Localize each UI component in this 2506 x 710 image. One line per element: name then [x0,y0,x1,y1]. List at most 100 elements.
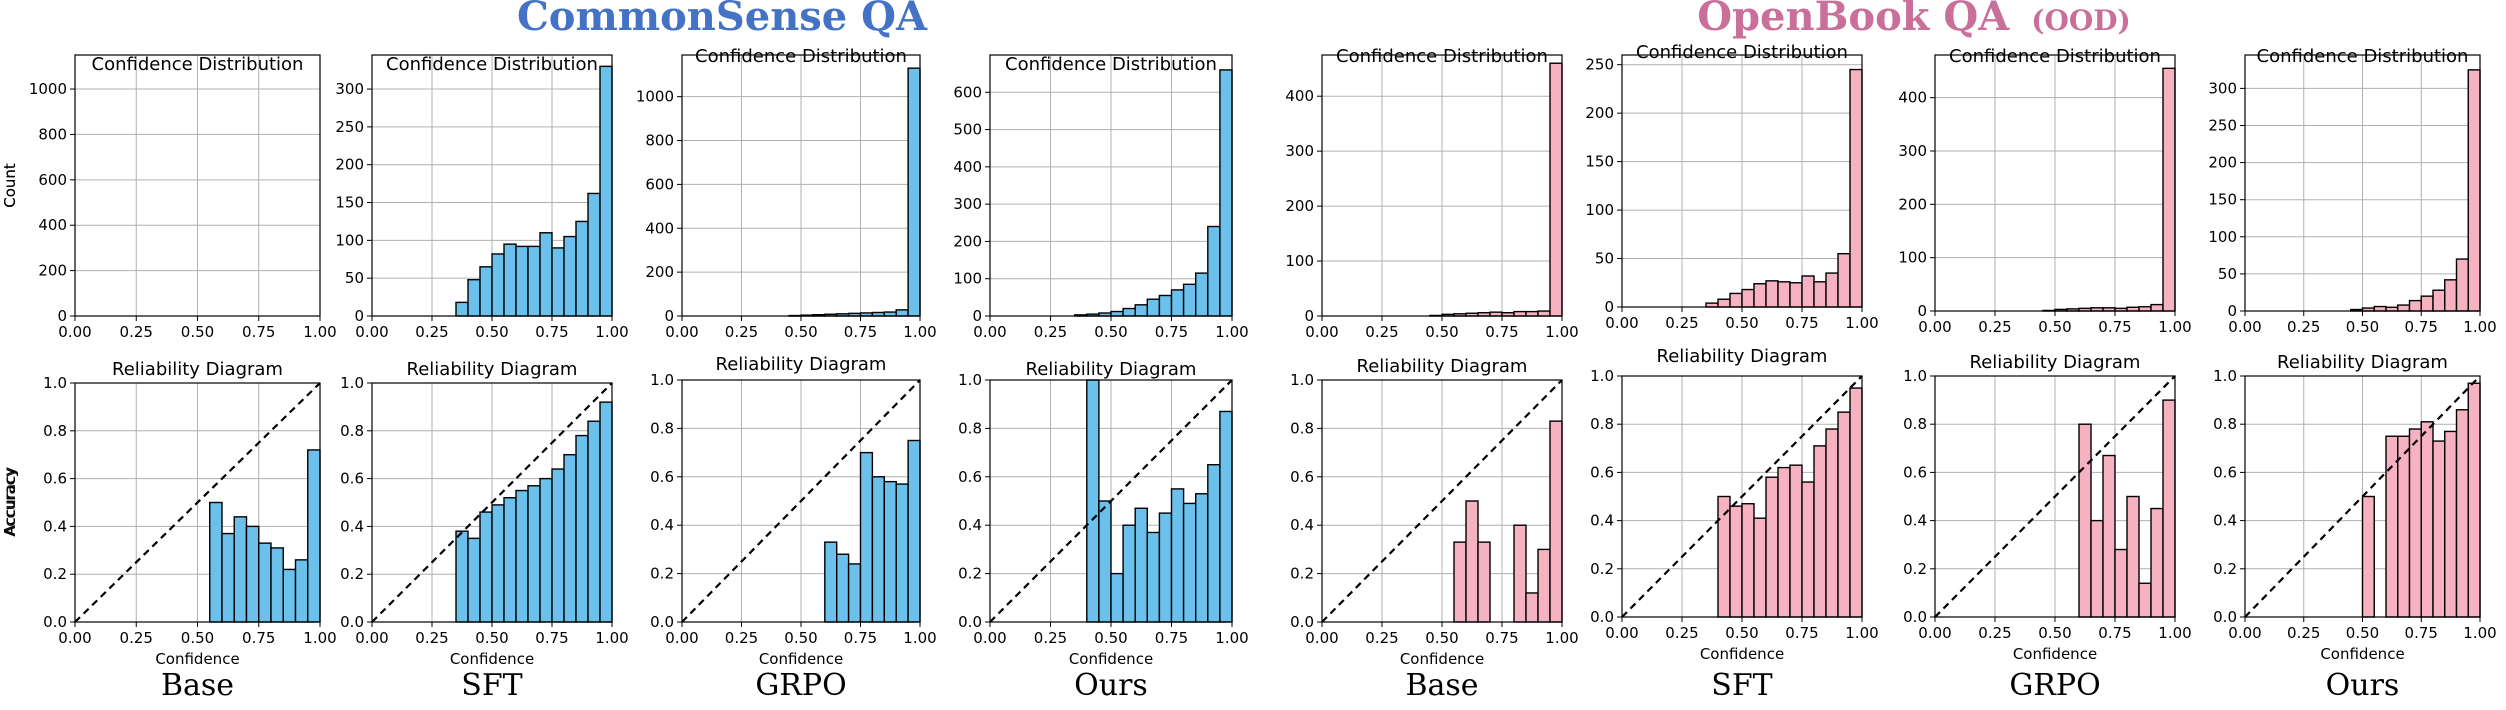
x-axis-label: Confidence [1700,645,1784,663]
y-tick-label: 100 [953,270,982,288]
x-tick-label: 0.50 [475,629,508,647]
y-tick-label: 200 [1585,104,1614,122]
panels-group: 0.00 0.25 0.50 0.75 1.0002004006008001000Con… [1,42,2497,668]
bar [307,449,321,623]
bar [1825,272,1839,308]
bar [1453,541,1467,623]
method-label: Ours [2326,668,2400,703]
x-tick-label: 0.50 [181,629,214,647]
x-tick-label: 0.00 [1605,624,1638,642]
bar [575,220,589,317]
panel-commonsense-qa-grpo-confidence: 0.00 0.25 0.50 0.75 1.00 0 200 400 600 800 1000 Con… [636,46,937,341]
x-axis-label: Confidence [450,650,534,668]
bar [563,235,577,317]
bar [1825,428,1839,618]
x-tick-label: 0.00 [2228,318,2261,336]
y-axis-label: Accuracy [1,468,19,537]
y-tick-label: 1.0 [43,374,67,392]
bar [1170,488,1185,623]
y-tick-label: 250 [335,118,364,136]
bar [2385,435,2399,618]
bar [1122,307,1136,317]
bar [1849,68,1863,308]
y-tick-label: 0.8 [1290,419,1314,437]
y-tick-label: 0.4 [43,517,67,535]
x-tick-label: 0.25 [1665,624,1698,642]
bar [587,420,601,623]
bar [1513,524,1527,623]
bar [2432,289,2446,312]
x-tick-label: 0.25 [1978,624,2011,642]
y-tick-label: 0.6 [2213,463,2237,481]
bar [270,547,284,623]
x-tick-label: 0.50 [1725,624,1758,642]
x-tick-label: 0.75 [844,323,877,341]
bar [1717,298,1731,308]
x-tick-label: 0.25 [1034,323,1067,341]
y-tick-label: 600 [645,175,674,193]
bar [1813,445,1827,618]
y-tick-label: 0.4 [650,516,674,534]
panel-openbook-qa-ours-reliability: 0.00 0.25 0.50 0.75 1.00 0.0 0.2 0.4 0.6 0.8 1.0 Re… [2213,352,2497,663]
x-tick-label: 0.50 [2346,318,2379,336]
bar [2102,454,2116,618]
x-tick-label: 1.00 [2463,318,2496,336]
bar [455,530,469,623]
perfect-calibration-line [1321,379,1563,623]
y-tick-label: 0.6 [650,468,674,486]
bar [599,401,613,623]
bar [859,451,874,623]
bar [1849,387,1863,618]
bar [1110,572,1124,623]
panel-commonsense-qa-grpo-reliability: 0.00 0.25 0.50 0.75 1.00 0.0 0.2 0.4 0.6 0.8 1.0 Re… [650,354,937,668]
x-tick-label: 0.75 [844,629,877,647]
panel-commonsense-qa-sft-reliability: 0.00 0.25 0.50 0.75 1.00 0.0 0.2 0.4 0.6 0.8 1.0 Re… [340,359,629,668]
y-tick-label: 400 [1285,87,1314,105]
bar [503,243,517,317]
bar [836,553,850,623]
x-tick-label: 1.00 [1545,629,1578,647]
y-tick-label: 600 [38,171,67,189]
y-axis-label: Count [1,163,19,208]
y-tick-label: 0 [664,307,674,325]
y-tick-label: 100 [335,231,364,249]
bar [1525,310,1539,317]
bar [2420,421,2434,618]
bar [587,192,601,317]
bar [491,504,505,623]
y-tick-label: 1.0 [1903,367,1927,385]
x-tick-label: 0.25 [415,629,448,647]
bar [1537,310,1551,317]
x-tick-label: 1.00 [1545,323,1578,341]
y-tick-label: 0.2 [650,565,674,583]
y-tick-label: 200 [953,232,982,250]
y-tick-label: 400 [1898,89,1927,107]
bar [1170,289,1185,317]
x-tick-label: 0.75 [242,629,275,647]
bar [1182,283,1197,317]
bar [2150,303,2164,312]
bar [2138,306,2152,312]
x-tick-label: 0.50 [1094,629,1127,647]
y-tick-label: 0.0 [1290,613,1314,631]
bar [2078,423,2092,618]
panel-title: Confidence Distribution [1336,46,1548,67]
bar [2138,582,2152,618]
x-tick-label: 0.25 [2287,624,2320,642]
x-tick-label: 0.75 [2098,624,2131,642]
bar [563,454,577,623]
x-tick-label: 0.00 [1305,323,1338,341]
bar [527,485,541,623]
y-tick-label: 0.6 [1903,463,1927,481]
bar [1549,62,1563,317]
y-tick-label: 0.6 [1590,463,1614,481]
panel-commonsense-qa-sft-confidence: 0.00 0.25 0.50 0.75 1.00 0 50 100 150 200 250 300 Co… [335,54,628,341]
bar [503,497,517,623]
bar [847,563,862,623]
y-tick-label: 200 [1898,195,1927,213]
y-tick-label: 0.6 [1290,468,1314,486]
x-tick-label: 0.00 [1605,314,1638,332]
method-label: Base [161,668,234,703]
y-tick-label: 300 [1898,142,1927,160]
panel-title: Confidence Distribution [1005,54,1217,75]
